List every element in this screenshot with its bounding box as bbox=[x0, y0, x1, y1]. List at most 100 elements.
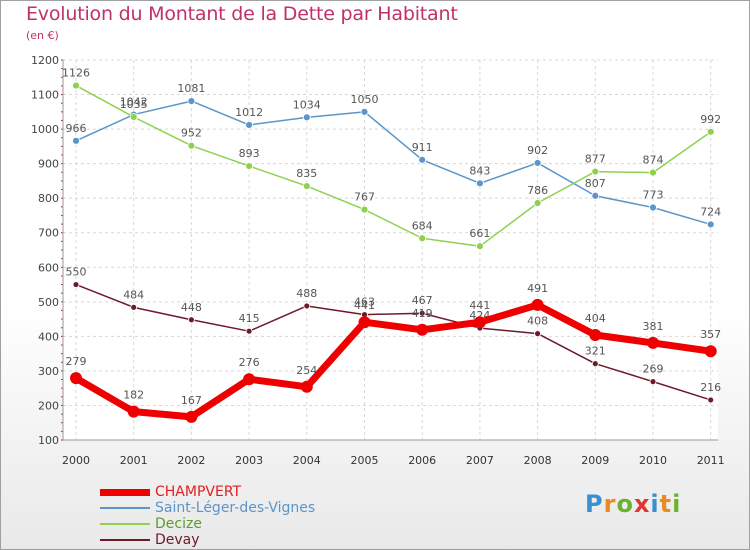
data-point-devay bbox=[534, 330, 541, 338]
data-label-champvert: 441 bbox=[354, 299, 375, 312]
x-tick-label: 2005 bbox=[351, 454, 379, 467]
logo-letter: r bbox=[603, 490, 617, 518]
x-tick-label: 2009 bbox=[581, 454, 609, 467]
data-point-devay bbox=[130, 303, 138, 311]
data-point-champvert bbox=[589, 328, 602, 341]
data-point-decize bbox=[706, 127, 715, 136]
data-point-decize bbox=[245, 162, 254, 170]
logo-letter: P bbox=[585, 490, 604, 518]
data-label-decize: 1126 bbox=[62, 67, 90, 80]
logo-letter: t bbox=[659, 490, 673, 518]
data-point-champvert bbox=[127, 405, 140, 418]
x-tick-label: 2002 bbox=[177, 454, 205, 467]
data-label-devay: 467 bbox=[412, 294, 433, 307]
data-label-devay: 484 bbox=[123, 288, 144, 301]
data-label-devay: 463 bbox=[354, 296, 375, 309]
data-label-saint-l-ger-des-vignes: 724 bbox=[700, 205, 721, 218]
y-tick-label: 300 bbox=[38, 365, 59, 378]
y-tick-label: 400 bbox=[38, 330, 59, 343]
data-point-devay bbox=[707, 396, 715, 404]
data-point-champvert bbox=[185, 410, 198, 423]
data-label-champvert: 419 bbox=[412, 307, 433, 320]
logo-letter: i bbox=[650, 490, 660, 518]
legend-label: Saint-Léger-des-Vignes bbox=[155, 500, 316, 516]
data-label-saint-l-ger-des-vignes: 1042 bbox=[120, 96, 148, 109]
legend-label: Devay bbox=[155, 532, 200, 548]
data-label-decize: 877 bbox=[585, 153, 606, 166]
logo-letter: i bbox=[672, 490, 682, 518]
data-point-decize bbox=[72, 81, 80, 90]
logo-letter: x bbox=[633, 490, 651, 518]
data-label-decize: 786 bbox=[527, 184, 548, 197]
data-point-saint-l-ger-des-vignes bbox=[649, 203, 657, 212]
data-point-saint-l-ger-des-vignes bbox=[533, 159, 542, 167]
data-label-saint-l-ger-des-vignes: 1012 bbox=[235, 106, 263, 119]
y-tick-label: 1100 bbox=[31, 89, 59, 102]
y-tick-label: 1200 bbox=[31, 54, 59, 67]
data-label-decize: 893 bbox=[239, 147, 260, 160]
data-label-decize: 767 bbox=[354, 191, 375, 204]
data-point-champvert bbox=[70, 372, 82, 385]
data-point-decize bbox=[360, 205, 369, 214]
data-label-decize: 992 bbox=[700, 113, 721, 126]
data-label-decize: 874 bbox=[643, 154, 664, 167]
x-tick-label: 2004 bbox=[293, 454, 321, 467]
data-label-saint-l-ger-des-vignes: 911 bbox=[412, 141, 433, 154]
data-label-saint-l-ger-des-vignes: 807 bbox=[585, 177, 606, 190]
x-tick-label: 2010 bbox=[639, 454, 667, 467]
series-line-champvert bbox=[72, 301, 715, 421]
data-label-devay: 415 bbox=[239, 312, 260, 325]
data-label-devay: 550 bbox=[66, 266, 87, 279]
data-label-champvert: 404 bbox=[585, 312, 606, 325]
data-label-saint-l-ger-des-vignes: 1081 bbox=[177, 82, 205, 95]
data-point-decize bbox=[129, 113, 138, 121]
y-tick-label: 700 bbox=[38, 227, 59, 240]
plot-area bbox=[63, 60, 718, 440]
data-point-devay bbox=[591, 360, 599, 368]
data-label-decize: 952 bbox=[181, 127, 202, 140]
x-tick-label: 2001 bbox=[120, 454, 148, 467]
data-label-saint-l-ger-des-vignes: 843 bbox=[469, 164, 490, 177]
data-point-champvert bbox=[531, 298, 544, 311]
series-line-saint-l-ger-des-vignes bbox=[75, 100, 712, 226]
data-label-decize: 1035 bbox=[120, 98, 148, 111]
data-label-devay: 216 bbox=[700, 381, 721, 394]
data-point-champvert bbox=[704, 345, 717, 358]
data-point-decize bbox=[649, 168, 657, 177]
data-label-decize: 684 bbox=[412, 219, 433, 232]
data-label-decize: 661 bbox=[469, 227, 490, 240]
data-label-champvert: 279 bbox=[66, 355, 87, 368]
y-tick-label: 1000 bbox=[31, 123, 59, 136]
data-point-decize bbox=[187, 141, 196, 150]
data-point-devay bbox=[245, 327, 253, 335]
legend-swatch bbox=[100, 523, 150, 525]
x-tick-label: 2006 bbox=[408, 454, 436, 467]
data-point-devay bbox=[303, 302, 311, 310]
x-tick-label: 2000 bbox=[62, 454, 90, 467]
data-label-champvert: 441 bbox=[469, 299, 490, 312]
data-point-champvert bbox=[358, 316, 371, 329]
data-label-champvert: 254 bbox=[296, 364, 317, 377]
x-tick-label: 2003 bbox=[235, 454, 263, 467]
data-label-devay: 269 bbox=[643, 363, 664, 376]
data-label-champvert: 276 bbox=[239, 356, 260, 369]
data-point-devay bbox=[72, 281, 80, 288]
data-point-saint-l-ger-des-vignes bbox=[245, 121, 254, 129]
data-point-saint-l-ger-des-vignes bbox=[302, 113, 311, 122]
data-point-decize bbox=[591, 167, 600, 176]
y-tick-label: 500 bbox=[38, 296, 59, 309]
data-point-devay bbox=[649, 378, 657, 386]
data-point-champvert bbox=[473, 316, 486, 329]
x-tick-label: 2008 bbox=[524, 454, 552, 467]
data-point-saint-l-ger-des-vignes bbox=[706, 220, 715, 229]
data-point-saint-l-ger-des-vignes bbox=[72, 136, 80, 145]
data-label-devay: 408 bbox=[527, 315, 548, 328]
series-line-devay bbox=[75, 283, 712, 401]
y-tick-label: 900 bbox=[38, 158, 59, 171]
logo-letter: o bbox=[616, 490, 634, 518]
data-point-saint-l-ger-des-vignes bbox=[591, 191, 600, 200]
x-tick-label: 2011 bbox=[697, 454, 725, 467]
y-tick-label: 600 bbox=[38, 261, 59, 274]
legend-swatch bbox=[100, 507, 150, 509]
